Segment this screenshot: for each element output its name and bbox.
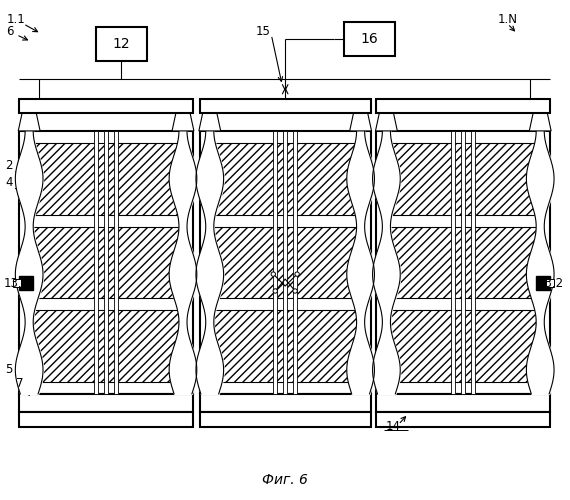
Bar (471, 131, 475, 394)
Circle shape (295, 272, 299, 276)
Polygon shape (349, 113, 372, 131)
Text: 14: 14 (386, 420, 401, 433)
Bar (214, 226, 357, 298)
Bar (200, 99, 370, 113)
Bar (114, 131, 118, 394)
Text: 5: 5 (5, 362, 13, 376)
Bar (451, 131, 455, 394)
Bar (200, 394, 370, 411)
Circle shape (271, 272, 275, 276)
Bar (377, 131, 550, 394)
Bar (536, 276, 550, 290)
Polygon shape (18, 113, 40, 131)
Bar (461, 131, 465, 394)
Bar (19, 131, 193, 394)
Bar (33, 143, 179, 214)
Text: 15: 15 (256, 25, 271, 38)
Bar (13, 280, 21, 287)
Bar (390, 143, 536, 214)
Bar (344, 22, 396, 56)
Text: 12: 12 (113, 37, 131, 51)
Bar (390, 310, 536, 382)
Text: 6: 6 (6, 25, 14, 38)
Text: 13.1: 13.1 (3, 277, 30, 290)
Bar (377, 99, 550, 113)
Bar (104, 131, 108, 394)
Bar (33, 310, 179, 382)
Text: 2: 2 (5, 159, 13, 172)
Circle shape (273, 289, 278, 293)
Bar (546, 280, 554, 287)
Bar (293, 131, 297, 394)
Bar (214, 143, 357, 214)
Polygon shape (376, 113, 397, 131)
Bar (377, 394, 550, 411)
Bar (96, 26, 147, 62)
Text: 1.1: 1.1 (6, 14, 25, 26)
Text: 16: 16 (361, 32, 378, 46)
Text: 7: 7 (17, 378, 24, 390)
Bar (273, 131, 277, 394)
Bar (214, 310, 357, 382)
Bar (33, 226, 179, 298)
Bar (377, 412, 550, 426)
Polygon shape (530, 113, 551, 131)
Circle shape (293, 289, 298, 293)
Bar (283, 131, 287, 394)
Bar (390, 226, 536, 298)
Bar (200, 412, 370, 426)
Bar (19, 99, 193, 113)
Bar (19, 276, 33, 290)
Bar (200, 131, 370, 394)
Text: 1.N: 1.N (498, 14, 518, 26)
Bar (19, 394, 193, 411)
Text: 13.2: 13.2 (538, 277, 563, 290)
Bar (19, 412, 193, 426)
Text: 4: 4 (5, 176, 13, 189)
Polygon shape (199, 113, 221, 131)
Bar (94, 131, 98, 394)
Text: Фиг. 6: Фиг. 6 (262, 473, 308, 487)
Polygon shape (172, 113, 194, 131)
